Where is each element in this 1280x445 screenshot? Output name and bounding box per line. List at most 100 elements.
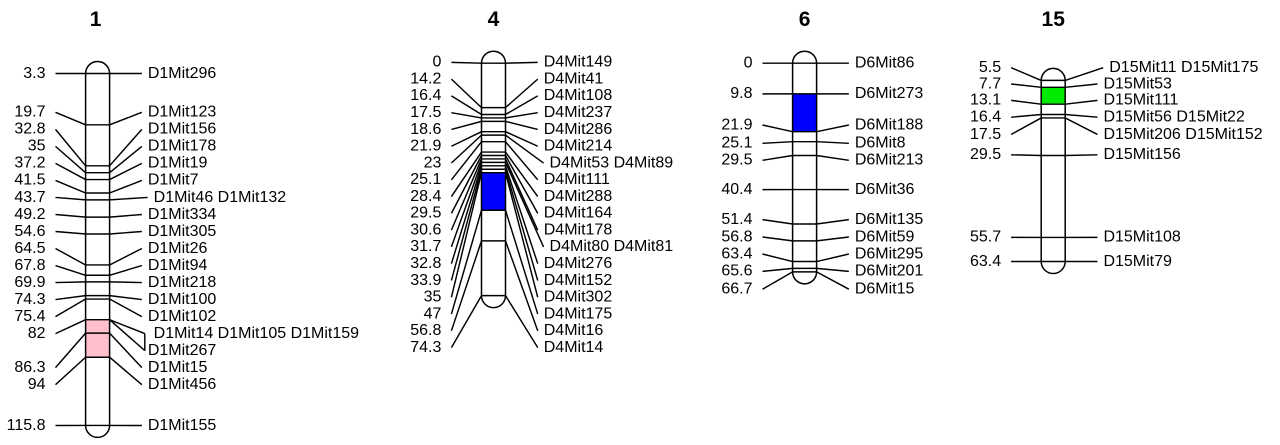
svg-text:D4Mit164: D4Mit164 [544,205,613,222]
svg-text:19.7: 19.7 [14,104,45,121]
svg-text:D1Mit305: D1Mit305 [148,223,217,240]
svg-text:D6Mit15: D6Mit15 [855,281,915,298]
svg-text:D1Mit14 D1Mit105 D1Mit159: D1Mit14 D1Mit105 D1Mit159 [154,325,360,342]
svg-text:29.5: 29.5 [970,146,1001,163]
svg-text:D1Mit46 D1Mit132: D1Mit46 D1Mit132 [154,189,287,206]
svg-text:D1Mit218: D1Mit218 [148,274,217,291]
svg-text:94: 94 [28,376,46,393]
svg-text:D4Mit41: D4Mit41 [544,70,604,87]
svg-text:0: 0 [432,54,441,71]
svg-text:D6Mit59: D6Mit59 [855,228,915,245]
svg-text:D4Mit237: D4Mit237 [544,104,613,121]
svg-text:D4Mit16: D4Mit16 [544,322,604,339]
svg-text:D6Mit201: D6Mit201 [855,263,924,280]
svg-text:13.1: 13.1 [970,92,1001,109]
svg-text:18.6: 18.6 [410,121,441,138]
svg-text:D15Mit111: D15Mit111 [1103,92,1178,109]
svg-text:D1Mit456: D1Mit456 [148,376,217,393]
svg-text:D4Mit152: D4Mit152 [544,272,613,289]
svg-text:31.7: 31.7 [410,238,441,255]
svg-text:7.7: 7.7 [979,75,1001,92]
svg-text:D1Mit156: D1Mit156 [148,121,217,138]
svg-text:16.4: 16.4 [970,109,1001,126]
svg-text:56.8: 56.8 [410,322,441,339]
svg-text:14.2: 14.2 [410,70,441,87]
svg-text:D6Mit188: D6Mit188 [855,116,924,133]
svg-text:35: 35 [28,138,46,155]
svg-text:65.6: 65.6 [721,263,752,280]
svg-text:D6Mit273: D6Mit273 [855,85,924,102]
svg-text:D4Mit149: D4Mit149 [544,54,613,71]
svg-text:32.8: 32.8 [410,255,441,272]
svg-text:82: 82 [28,325,46,342]
svg-text:D1Mit334: D1Mit334 [148,206,217,223]
svg-text:D4Mit53 D4Mit89: D4Mit53 D4Mit89 [550,154,674,171]
svg-text:D6Mit8: D6Mit8 [855,135,906,152]
svg-text:29.5: 29.5 [721,152,752,169]
svg-text:51.4: 51.4 [721,211,752,228]
svg-text:D1Mit178: D1Mit178 [148,138,217,155]
svg-text:63.4: 63.4 [970,253,1001,270]
svg-text:D1Mit94: D1Mit94 [148,257,208,274]
svg-text:55.7: 55.7 [970,229,1001,246]
svg-text:29.5: 29.5 [410,205,441,222]
svg-text:D1Mit26: D1Mit26 [148,240,208,257]
svg-text:D4Mit108: D4Mit108 [544,87,613,104]
svg-text:16.4: 16.4 [410,87,441,104]
svg-text:21.9: 21.9 [410,138,441,155]
svg-text:D1Mit267: D1Mit267 [148,342,217,359]
svg-text:D1Mit100: D1Mit100 [148,291,217,308]
svg-text:49.2: 49.2 [14,206,45,223]
svg-text:1: 1 [90,8,102,31]
svg-text:69.9: 69.9 [14,274,45,291]
svg-text:D4Mit276: D4Mit276 [544,255,613,272]
svg-text:D1Mit296: D1Mit296 [148,65,217,82]
svg-text:D1Mit102: D1Mit102 [148,308,217,325]
svg-text:75.4: 75.4 [14,308,45,325]
svg-text:D4Mit14: D4Mit14 [544,339,604,356]
svg-text:64.5: 64.5 [14,240,45,257]
svg-text:D1Mit123: D1Mit123 [148,104,217,121]
svg-text:43.7: 43.7 [14,189,45,206]
svg-text:15: 15 [1042,8,1066,31]
svg-text:4: 4 [488,8,500,31]
svg-text:0: 0 [744,55,753,72]
svg-text:D4Mit175: D4Mit175 [544,305,613,322]
svg-text:40.4: 40.4 [721,181,752,198]
svg-text:54.6: 54.6 [14,223,45,240]
svg-text:74.3: 74.3 [14,291,45,308]
svg-text:D15Mit206 D15Mit152: D15Mit206 D15Mit152 [1103,126,1262,143]
svg-text:D4Mit302: D4Mit302 [544,289,613,306]
svg-text:D1Mit15: D1Mit15 [148,359,208,376]
svg-text:D6Mit36: D6Mit36 [855,181,915,198]
svg-text:67.8: 67.8 [14,257,45,274]
svg-text:33.9: 33.9 [410,272,441,289]
svg-text:56.8: 56.8 [721,228,752,245]
svg-text:D6Mit135: D6Mit135 [855,211,924,228]
svg-text:28.4: 28.4 [410,188,441,205]
svg-text:D15Mit79: D15Mit79 [1103,253,1172,270]
svg-text:D4Mit80 D4Mit81: D4Mit80 D4Mit81 [550,238,674,255]
svg-text:47: 47 [424,305,442,322]
svg-text:41.5: 41.5 [14,172,45,189]
svg-text:D6Mit86: D6Mit86 [855,55,915,72]
svg-text:6: 6 [799,8,811,31]
svg-text:D4Mit288: D4Mit288 [544,188,613,205]
svg-text:25.1: 25.1 [410,171,441,188]
svg-text:D6Mit213: D6Mit213 [855,152,924,169]
svg-text:86.3: 86.3 [14,359,45,376]
svg-text:37.2: 37.2 [14,155,45,172]
svg-text:3.3: 3.3 [23,65,45,82]
svg-text:32.8: 32.8 [14,121,45,138]
svg-text:30.6: 30.6 [410,221,441,238]
svg-text:D1Mit7: D1Mit7 [148,172,199,189]
svg-text:115.8: 115.8 [7,417,46,434]
svg-text:D4Mit214: D4Mit214 [544,138,613,155]
svg-text:D15Mit156: D15Mit156 [1103,146,1180,163]
svg-text:D4Mit178: D4Mit178 [544,221,613,238]
svg-text:63.4: 63.4 [721,245,752,262]
svg-text:D15Mit11 D15Mit175: D15Mit11 D15Mit175 [1109,59,1258,76]
svg-text:D15Mit108: D15Mit108 [1103,229,1180,246]
svg-text:23: 23 [424,154,442,171]
svg-text:D15Mit53: D15Mit53 [1103,75,1172,92]
